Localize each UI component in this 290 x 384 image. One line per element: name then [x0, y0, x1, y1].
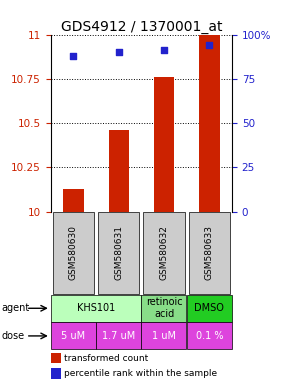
Text: GSM580630: GSM580630 — [69, 225, 78, 280]
Point — [207, 42, 212, 48]
Bar — [199, 35, 220, 212]
Point — [116, 49, 121, 55]
Text: GSM580632: GSM580632 — [160, 225, 168, 280]
Text: transformed count: transformed count — [64, 354, 148, 362]
Point — [162, 47, 166, 53]
Text: 5 uM: 5 uM — [61, 331, 86, 341]
Text: 1 uM: 1 uM — [152, 331, 176, 341]
Text: retinoic
acid: retinoic acid — [146, 298, 182, 319]
Text: dose: dose — [1, 331, 25, 341]
FancyBboxPatch shape — [187, 323, 231, 349]
Text: GSM580631: GSM580631 — [114, 225, 123, 280]
Bar — [51, 353, 61, 363]
FancyBboxPatch shape — [51, 295, 141, 322]
FancyBboxPatch shape — [144, 212, 185, 294]
FancyBboxPatch shape — [189, 212, 230, 294]
Text: 1.7 uM: 1.7 uM — [102, 331, 135, 341]
FancyBboxPatch shape — [142, 295, 186, 322]
FancyBboxPatch shape — [142, 323, 186, 349]
Title: GDS4912 / 1370001_at: GDS4912 / 1370001_at — [61, 20, 222, 33]
FancyBboxPatch shape — [98, 212, 139, 294]
FancyBboxPatch shape — [51, 323, 96, 349]
Text: KHS101: KHS101 — [77, 303, 115, 313]
Text: agent: agent — [1, 303, 30, 313]
Bar — [63, 189, 84, 212]
FancyBboxPatch shape — [187, 295, 231, 322]
Text: DMSO: DMSO — [194, 303, 224, 313]
FancyBboxPatch shape — [53, 212, 94, 294]
Text: 0.1 %: 0.1 % — [195, 331, 223, 341]
Bar — [154, 77, 174, 212]
Text: GSM580633: GSM580633 — [205, 225, 214, 280]
Bar — [51, 368, 61, 379]
Bar — [108, 130, 129, 212]
Point — [71, 53, 76, 59]
FancyBboxPatch shape — [96, 323, 141, 349]
Text: percentile rank within the sample: percentile rank within the sample — [64, 369, 218, 378]
